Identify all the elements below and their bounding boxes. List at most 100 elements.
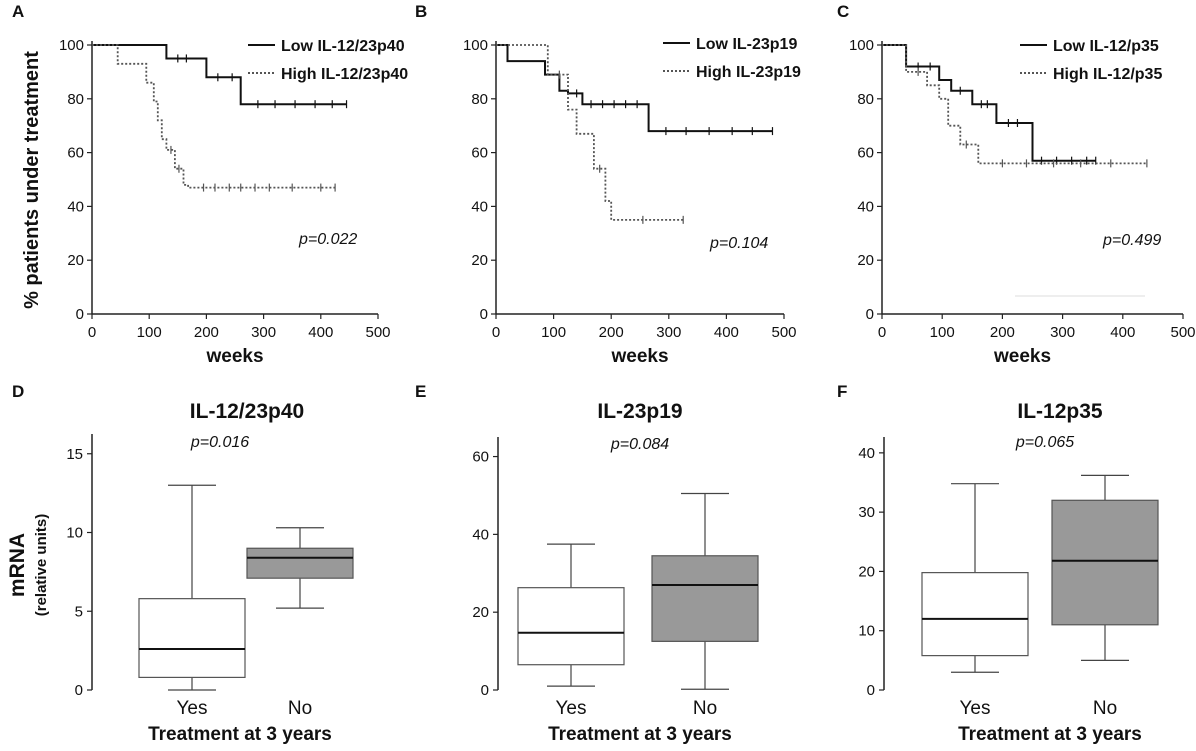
x-tick-label: 500 bbox=[771, 324, 796, 341]
legend-label: High IL-23p19 bbox=[696, 64, 801, 81]
box-no bbox=[246, 547, 354, 579]
p-value: p=0.022 bbox=[298, 231, 357, 248]
y-tick-label: 20 bbox=[471, 252, 488, 269]
x-tick-label: 300 bbox=[656, 324, 681, 341]
km-panel-c: C 0 20 40 60 80 100 0 100 200 300 400 500 weeks Low IL… bbox=[837, 2, 1196, 367]
km-curve-high bbox=[496, 44, 684, 221]
p-value: p=0.499 bbox=[1102, 232, 1161, 249]
km-curve-high bbox=[882, 44, 1147, 165]
legend-label: Low IL-12/23p40 bbox=[281, 38, 405, 55]
category-label: No bbox=[1093, 698, 1117, 719]
y-tick-label: 20 bbox=[472, 604, 489, 621]
x-tick-label: 300 bbox=[251, 324, 276, 341]
box-yes bbox=[921, 572, 1029, 657]
p-value: p=0.065 bbox=[1015, 434, 1074, 451]
box-yes bbox=[517, 587, 625, 666]
x-tick-label: 300 bbox=[1050, 324, 1075, 341]
x-axis-title: weeks bbox=[993, 346, 1051, 367]
x-axis-title: Treatment at 3 years bbox=[958, 724, 1142, 745]
y-tick-label: 30 bbox=[858, 504, 875, 521]
panel-letter: E bbox=[415, 382, 426, 401]
legend-label: High IL-12/p35 bbox=[1053, 66, 1162, 83]
y-tick-label: 10 bbox=[66, 525, 83, 542]
km-curve-low bbox=[92, 44, 347, 106]
legend-label: High IL-12/23p40 bbox=[281, 66, 408, 83]
panel-letter: C bbox=[837, 2, 849, 21]
y-tick-label: 100 bbox=[849, 37, 874, 54]
legend-label: Low IL-23p19 bbox=[696, 36, 797, 53]
p-value: p=0.016 bbox=[190, 434, 249, 451]
box-title: IL-12p35 bbox=[1017, 400, 1103, 423]
box-no bbox=[1051, 499, 1159, 626]
y-tick-label: 60 bbox=[67, 145, 84, 162]
category-label: Yes bbox=[556, 698, 587, 719]
km-curve-high bbox=[92, 44, 336, 189]
panel-letter: B bbox=[415, 2, 427, 21]
y-tick-label: 20 bbox=[67, 252, 84, 269]
box-title: IL-12/23p40 bbox=[190, 400, 304, 423]
x-tick-label: 400 bbox=[308, 324, 333, 341]
x-tick-label: 200 bbox=[194, 324, 219, 341]
category-label: Yes bbox=[960, 698, 991, 719]
y-tick-label: 40 bbox=[857, 198, 874, 215]
y-tick-label: 40 bbox=[67, 198, 84, 215]
x-axis-title: Treatment at 3 years bbox=[148, 724, 332, 745]
x-tick-label: 200 bbox=[990, 324, 1015, 341]
y-tick-label: 60 bbox=[472, 449, 489, 466]
y-tick-label: 0 bbox=[866, 306, 874, 323]
y-tick-label: 100 bbox=[59, 37, 84, 54]
y-tick-label: 10 bbox=[858, 623, 875, 640]
p-value: p=0.104 bbox=[709, 235, 768, 252]
x-tick-label: 400 bbox=[714, 324, 739, 341]
y-tick-label: 100 bbox=[463, 37, 488, 54]
category-label: Yes bbox=[177, 698, 208, 719]
x-axis-title: weeks bbox=[205, 346, 263, 367]
y-tick-label: 20 bbox=[858, 563, 875, 580]
x-axis-title: weeks bbox=[610, 346, 668, 367]
y-tick-label: 40 bbox=[858, 445, 875, 462]
box-no bbox=[651, 555, 759, 642]
x-tick-label: 500 bbox=[365, 324, 390, 341]
x-tick-label: 100 bbox=[137, 324, 162, 341]
km-curve-low bbox=[496, 44, 773, 133]
box-panel-d: D IL-12/23p40 p=0.016 0 5 10 15 Yes No Treatment … bbox=[6, 382, 354, 745]
y-tick-label: 0 bbox=[480, 306, 488, 323]
y-tick-label: 80 bbox=[857, 91, 874, 108]
p-value: p=0.084 bbox=[610, 436, 669, 453]
y-tick-label: 80 bbox=[471, 91, 488, 108]
x-tick-label: 0 bbox=[878, 324, 886, 341]
panel-letter: F bbox=[837, 382, 847, 401]
x-axis-title: Treatment at 3 years bbox=[548, 724, 732, 745]
km-panel-a: A 0 20 40 60 80 100 0 100 200 300 400 500 weeks % pati… bbox=[12, 2, 408, 367]
x-tick-label: 0 bbox=[492, 324, 500, 341]
legend-label: Low IL-12/p35 bbox=[1053, 38, 1159, 55]
x-tick-label: 400 bbox=[1110, 324, 1135, 341]
box-panel-f: F IL-12p35 p=0.065 0 10 20 30 40 Yes No Treatment … bbox=[837, 382, 1159, 745]
y-tick-label: 20 bbox=[857, 252, 874, 269]
y-axis-title: % patients under treatment bbox=[21, 51, 43, 309]
y-tick-label: 40 bbox=[472, 526, 489, 543]
box-yes bbox=[138, 598, 246, 679]
panel-letter: D bbox=[12, 382, 24, 401]
x-tick-label: 100 bbox=[930, 324, 955, 341]
y-tick-label: 0 bbox=[76, 306, 84, 323]
x-tick-label: 0 bbox=[88, 324, 96, 341]
km-curve-low bbox=[882, 44, 1096, 162]
box-title: IL-23p19 bbox=[597, 400, 682, 423]
y-tick-label: 40 bbox=[471, 198, 488, 215]
y-tick-label: 80 bbox=[67, 91, 84, 108]
y-tick-label: 60 bbox=[471, 145, 488, 162]
category-label: No bbox=[288, 698, 312, 719]
y-tick-label: 5 bbox=[75, 603, 83, 620]
box-panel-e: E IL-23p19 p=0.084 0 20 40 60 Yes No Treatment at… bbox=[415, 382, 759, 745]
y-tick-label: 0 bbox=[481, 682, 489, 699]
x-tick-label: 200 bbox=[599, 324, 624, 341]
y-axis-title: mRNA bbox=[6, 533, 29, 597]
category-label: No bbox=[693, 698, 717, 719]
x-tick-label: 500 bbox=[1170, 324, 1195, 341]
y-tick-label: 60 bbox=[857, 145, 874, 162]
panel-letter: A bbox=[12, 2, 24, 21]
y-axis-subtitle: (relative units) bbox=[33, 514, 50, 617]
y-tick-label: 0 bbox=[75, 682, 83, 699]
